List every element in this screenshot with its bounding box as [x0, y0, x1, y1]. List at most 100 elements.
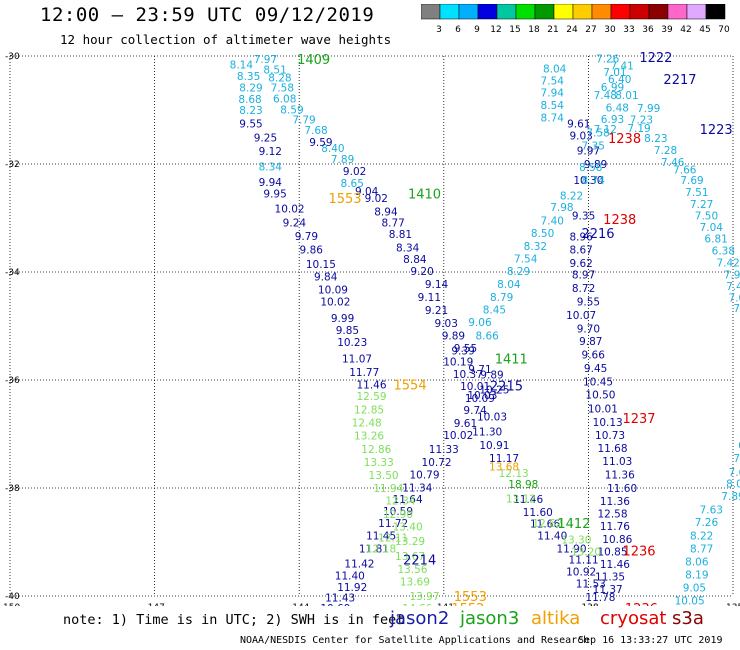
swh-value: 11.11	[569, 554, 599, 566]
swh-value: 7.98	[550, 202, 573, 214]
swh-value: 11.66	[530, 519, 560, 531]
generated-timestamp: Sep 16 13:33:27 UTC 2019	[578, 635, 723, 646]
swh-value: 8.84	[403, 254, 427, 266]
swh-value: 13.33	[364, 457, 394, 469]
swh-value: 12.13	[499, 468, 529, 480]
lat-tick-label: -40	[5, 592, 20, 602]
colorbar-label: 3	[436, 25, 442, 35]
swh-value: 8.65	[341, 178, 364, 190]
swh-value: 7.89	[721, 491, 740, 503]
swh-value: 8.14	[230, 60, 254, 72]
swh-value: 9.99	[331, 313, 354, 325]
swh-value: 13.40	[393, 521, 423, 533]
swh-value: 11.81	[359, 543, 389, 555]
swh-value: 8.04	[497, 279, 521, 291]
swh-value: 9.06	[468, 317, 492, 329]
colorbar-label: 45	[699, 25, 710, 35]
swh-value: 13.56	[397, 564, 427, 576]
swh-value: 10.19	[443, 357, 473, 369]
pass-label: 2214	[403, 553, 436, 568]
swh-value: 8.67	[569, 244, 592, 256]
swh-value: 11.07	[342, 353, 372, 365]
swh-value: 7.99	[733, 453, 740, 465]
swh-value: 8.22	[560, 190, 583, 202]
track-track-l: 13.68	[489, 461, 519, 473]
swh-value: 7.35	[582, 141, 605, 153]
swh-value: 10.02	[443, 430, 473, 442]
swh-value: 11.46	[600, 559, 630, 571]
track-track-k: 18.98	[508, 479, 538, 491]
swh-value: 8.23	[644, 133, 667, 145]
swh-value: 7.66	[673, 164, 697, 176]
swh-value: 11.45	[366, 531, 396, 543]
swh-value: 9.20	[410, 266, 433, 278]
lat-tick-label: -36	[5, 376, 20, 386]
swh-value: 9.85	[336, 325, 359, 337]
pass-label: 1553	[454, 590, 487, 605]
lon-tick-label: -147	[144, 603, 164, 606]
swh-value: 11.34	[402, 482, 432, 494]
swh-value: 6.81	[704, 234, 727, 246]
swh-value: 13.26	[354, 431, 384, 443]
swh-value: 8.51	[263, 65, 286, 77]
swh-value: 9.94	[259, 177, 283, 189]
swh-value: 9.74	[463, 405, 487, 417]
swh-value: 7.12	[594, 124, 617, 136]
swh-value: 11.46	[356, 379, 386, 391]
page-title: 12:00 – 23:59 UTC 09/12/2019	[40, 4, 375, 26]
track-track-g: 7.267.417.016.406.997.488.016.486.93 7.99…	[594, 54, 740, 503]
swh-value: 9.45	[584, 363, 607, 375]
swh-value: 9.12	[259, 146, 282, 158]
lon-tick-label: -141	[434, 603, 454, 606]
swh-value: 9.62	[569, 258, 592, 270]
pass-label: 1237	[622, 412, 655, 427]
swh-value: 10.69	[320, 603, 350, 606]
footer: note: 1) Time is in UTC; 2) SWH is in fe…	[0, 606, 740, 650]
swh-value: 10.79	[409, 470, 439, 482]
pass-label: 1236	[622, 545, 655, 560]
swh-value: 14.66	[402, 603, 432, 606]
legend-jason2: jason2	[390, 608, 450, 629]
swh-value: 12.90	[383, 509, 413, 521]
swh-value: 8.68	[238, 94, 261, 106]
swh-value: 12.18	[366, 543, 396, 555]
swh-value: 11.37	[593, 584, 623, 596]
swh-value: 8.19	[685, 569, 708, 581]
swh-value: 11.92	[337, 582, 367, 594]
swh-value: 8.94	[374, 207, 398, 219]
track-track-f: 8.047.547.948.548.747.587.358.588.748.22…	[468, 63, 609, 342]
swh-value: 10.59	[383, 506, 413, 518]
swh-value: 13.68	[489, 461, 519, 473]
lon-tick-label: -144	[289, 603, 310, 606]
pass-label: 2216	[581, 227, 614, 242]
pass-label: 1411	[495, 352, 528, 367]
swh-value: 12.11	[378, 533, 408, 545]
swh-value: 7.41	[610, 61, 633, 73]
map-plot: -30 -32 -34 -36 -38 -40-150 -147 -144 -141 -138 -1…	[0, 51, 740, 606]
footer-note: note: 1) Time is in UTC; 2) SWH is in fe…	[63, 612, 405, 628]
colorbar-label: 33	[623, 25, 634, 35]
swh-value: 9.89	[442, 331, 465, 343]
pass-label: 1554	[394, 378, 427, 393]
swh-value: 9.02	[365, 193, 388, 205]
swh-value: 7.19	[627, 123, 650, 135]
swh-value: 9.95	[263, 189, 286, 201]
swh-value: 7.58	[271, 82, 294, 94]
swh-value: 9.21	[425, 305, 448, 317]
swh-value: 13.67	[395, 551, 425, 563]
pass-label: 1410	[408, 188, 441, 203]
colorbar-label: 21	[547, 25, 558, 35]
swh-value: 8.28	[268, 73, 291, 85]
track-track-e: 9.619.03 9.979.89 10.30 9.35 8.968.67 9.628.9…	[566, 119, 637, 596]
swh-value: 7.68	[304, 125, 327, 137]
swh-value: 9.84	[314, 271, 338, 283]
swh-value: 13.50	[369, 470, 399, 482]
swh-value: 11.33	[429, 444, 459, 456]
pass-label: 1553	[328, 192, 361, 207]
pass-label: 1238	[603, 213, 636, 228]
swh-value: 7.89	[331, 154, 354, 166]
lat-tick-label: -32	[5, 160, 20, 170]
swh-value: 11.94	[373, 483, 403, 495]
